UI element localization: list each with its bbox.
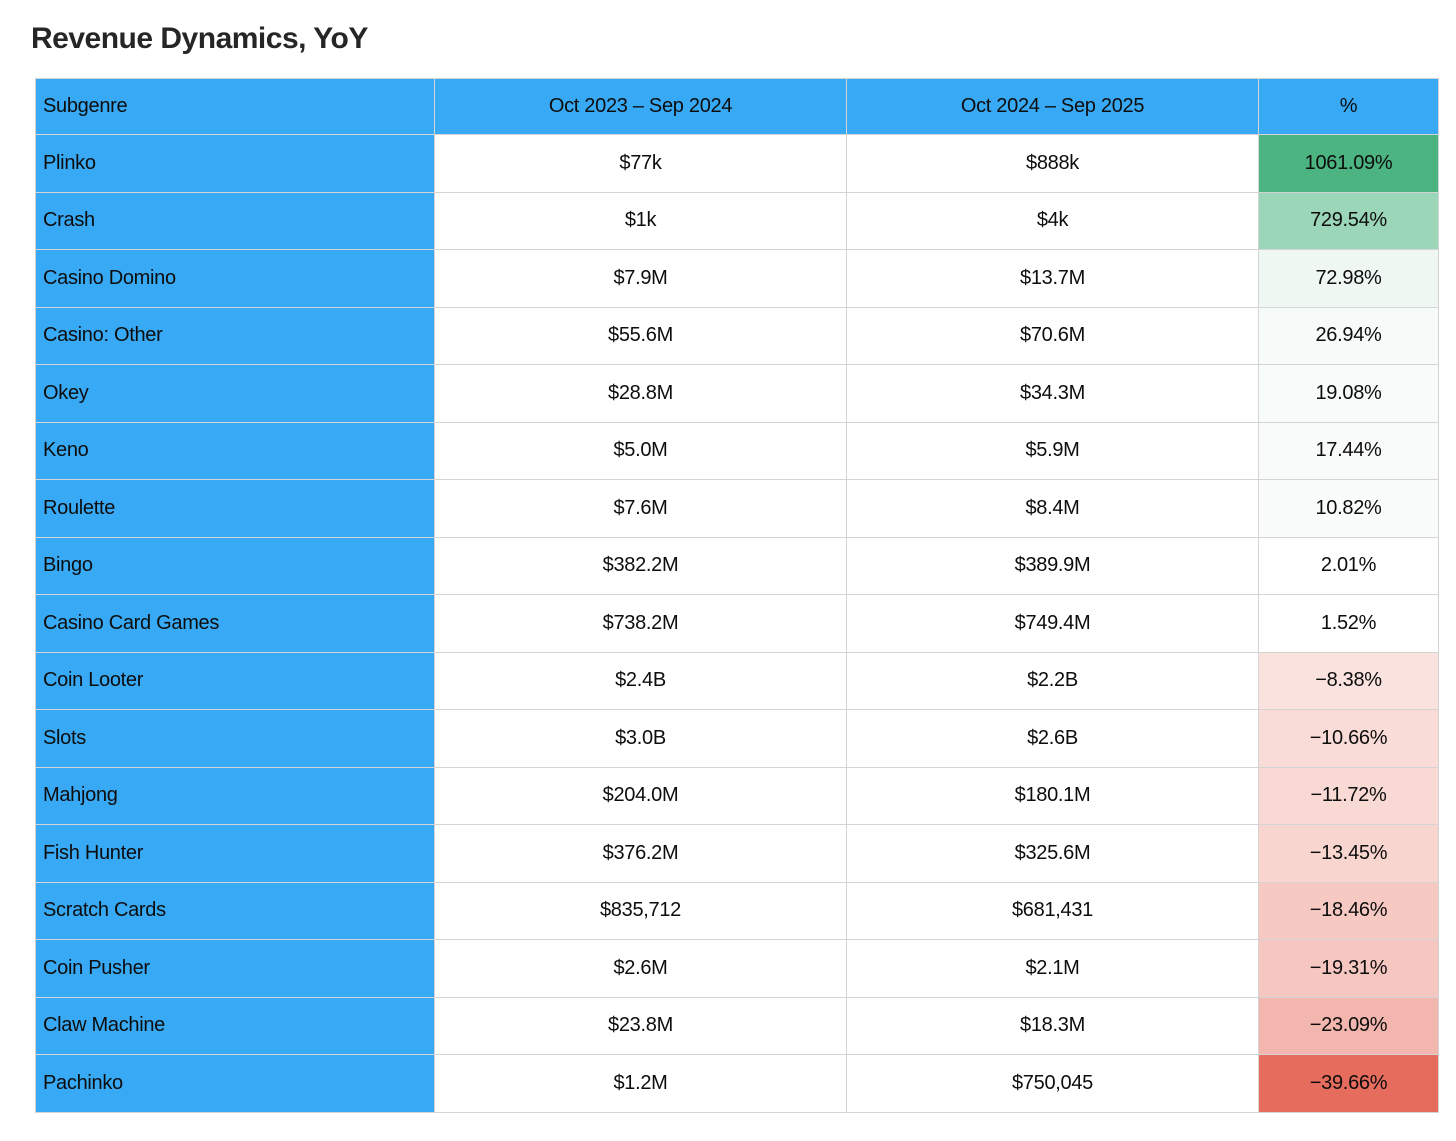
subgenre-cell: Mahjong	[35, 766, 435, 825]
table-row: Casino Card Games $738.2M $749.4M 1.52%	[35, 594, 1439, 653]
pct-cell: −19.31%	[1258, 939, 1439, 998]
period2-cell: $681,431	[846, 881, 1259, 940]
column-header: %	[1258, 78, 1439, 135]
period1-cell: $5.0M	[434, 421, 847, 480]
table-row: Keno $5.0M $5.9M 17.44%	[35, 421, 1439, 480]
period2-cell: $70.6M	[846, 306, 1259, 365]
pct-cell: 2.01%	[1258, 536, 1439, 595]
subgenre-cell: Keno	[35, 421, 435, 480]
pct-cell: −39.66%	[1258, 1054, 1439, 1113]
table-row: Roulette $7.6M $8.4M 10.82%	[35, 479, 1439, 538]
table-row: Crash $1k $4k 729.54%	[35, 191, 1439, 250]
subgenre-cell: Casino Domino	[35, 249, 435, 308]
pct-cell: 10.82%	[1258, 479, 1439, 538]
period1-cell: $2.4B	[434, 651, 847, 710]
period2-cell: $2.1M	[846, 939, 1259, 998]
subgenre-cell: Casino: Other	[35, 306, 435, 365]
period2-cell: $8.4M	[846, 479, 1259, 538]
table-row: Coin Looter $2.4B $2.2B −8.38%	[35, 651, 1439, 710]
subgenre-cell: Roulette	[35, 479, 435, 538]
subgenre-cell: Coin Pusher	[35, 939, 435, 998]
pct-cell: 19.08%	[1258, 364, 1439, 423]
period1-cell: $7.6M	[434, 479, 847, 538]
column-header: Oct 2024 – Sep 2025	[846, 78, 1259, 135]
subgenre-cell: Claw Machine	[35, 996, 435, 1055]
subgenre-cell: Plinko	[35, 134, 435, 193]
page-title: Revenue Dynamics, YoY	[31, 22, 368, 55]
column-header: Subgenre	[35, 78, 435, 135]
period2-cell: $5.9M	[846, 421, 1259, 480]
table-row: Pachinko $1.2M $750,045 −39.66%	[35, 1054, 1439, 1113]
period1-cell: $2.6M	[434, 939, 847, 998]
period2-cell: $389.9M	[846, 536, 1259, 595]
period1-cell: $738.2M	[434, 594, 847, 653]
period1-cell: $23.8M	[434, 996, 847, 1055]
pct-cell: 729.54%	[1258, 191, 1439, 250]
column-header: Oct 2023 – Sep 2024	[434, 78, 847, 135]
header-row: Subgenre Oct 2023 – Sep 2024 Oct 2024 – Se…	[35, 78, 1439, 135]
subgenre-cell: Scratch Cards	[35, 881, 435, 940]
table-row: Scratch Cards $835,712 $681,431 −18.46%	[35, 881, 1439, 940]
period2-cell: $4k	[846, 191, 1259, 250]
pct-cell: 17.44%	[1258, 421, 1439, 480]
subgenre-cell: Okey	[35, 364, 435, 423]
pct-cell: −18.46%	[1258, 881, 1439, 940]
pct-cell: 26.94%	[1258, 306, 1439, 365]
period2-cell: $13.7M	[846, 249, 1259, 308]
table-row: Okey $28.8M $34.3M 19.08%	[35, 364, 1439, 423]
pct-cell: −11.72%	[1258, 766, 1439, 825]
period1-cell: $382.2M	[434, 536, 847, 595]
pct-cell: −23.09%	[1258, 996, 1439, 1055]
period1-cell: $7.9M	[434, 249, 847, 308]
pct-cell: 1061.09%	[1258, 134, 1439, 193]
subgenre-cell: Slots	[35, 709, 435, 768]
period1-cell: $376.2M	[434, 824, 847, 883]
period2-cell: $2.2B	[846, 651, 1259, 710]
pct-cell: −13.45%	[1258, 824, 1439, 883]
pct-cell: 1.52%	[1258, 594, 1439, 653]
subgenre-cell: Crash	[35, 191, 435, 250]
period1-cell: $204.0M	[434, 766, 847, 825]
period1-cell: $28.8M	[434, 364, 847, 423]
period2-cell: $749.4M	[846, 594, 1259, 653]
period1-cell: $835,712	[434, 881, 847, 940]
pct-cell: −10.66%	[1258, 709, 1439, 768]
period2-cell: $2.6B	[846, 709, 1259, 768]
period2-cell: $325.6M	[846, 824, 1259, 883]
table-row: Plinko $77k $888k 1061.09%	[35, 134, 1439, 193]
table-body: Plinko $77k $888k 1061.09% Crash $1k $4k 729.54…	[35, 134, 1439, 1113]
period2-cell: $180.1M	[846, 766, 1259, 825]
pct-cell: 72.98%	[1258, 249, 1439, 308]
table-row: Claw Machine $23.8M $18.3M −23.09%	[35, 996, 1439, 1055]
period1-cell: $55.6M	[434, 306, 847, 365]
table-row: Slots $3.0B $2.6B −10.66%	[35, 709, 1439, 768]
pct-cell: −8.38%	[1258, 651, 1439, 710]
subgenre-cell: Casino Card Games	[35, 594, 435, 653]
period2-cell: $750,045	[846, 1054, 1259, 1113]
subgenre-cell: Coin Looter	[35, 651, 435, 710]
period1-cell: $1.2M	[434, 1054, 847, 1113]
table-row: Fish Hunter $376.2M $325.6M −13.45%	[35, 824, 1439, 883]
table-row: Casino: Other $55.6M $70.6M 26.94%	[35, 306, 1439, 365]
period2-cell: $34.3M	[846, 364, 1259, 423]
table-row: Coin Pusher $2.6M $2.1M −19.31%	[35, 939, 1439, 998]
period1-cell: $77k	[434, 134, 847, 193]
table-row: Bingo $382.2M $389.9M 2.01%	[35, 536, 1439, 595]
table-row: Mahjong $204.0M $180.1M −11.72%	[35, 766, 1439, 825]
period1-cell: $3.0B	[434, 709, 847, 768]
subgenre-cell: Fish Hunter	[35, 824, 435, 883]
subgenre-cell: Bingo	[35, 536, 435, 595]
revenue-dynamics-table: Subgenre Oct 2023 – Sep 2024 Oct 2024 – Se…	[35, 78, 1439, 1113]
table-row: Casino Domino $7.9M $13.7M 72.98%	[35, 249, 1439, 308]
period2-cell: $18.3M	[846, 996, 1259, 1055]
period1-cell: $1k	[434, 191, 847, 250]
subgenre-cell: Pachinko	[35, 1054, 435, 1113]
period2-cell: $888k	[846, 134, 1259, 193]
